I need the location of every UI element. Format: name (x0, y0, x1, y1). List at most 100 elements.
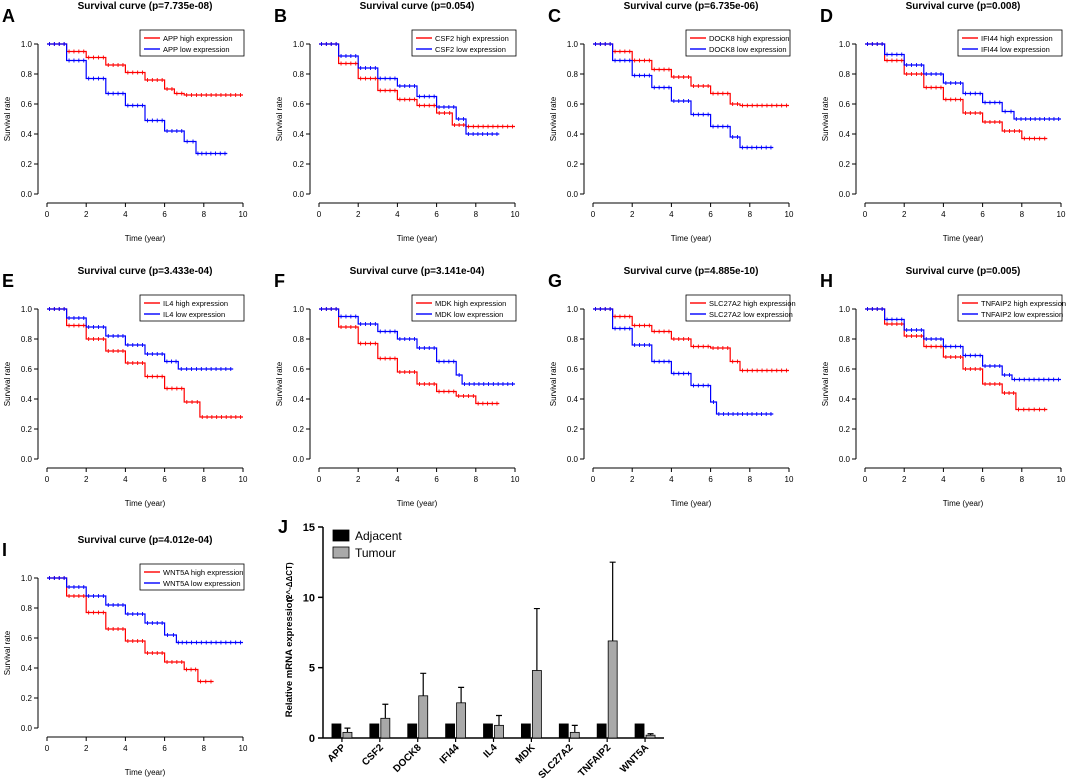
censor-mark (47, 42, 52, 46)
censor-mark (388, 356, 393, 361)
censor-mark (769, 103, 774, 108)
censor-mark (343, 325, 348, 329)
x-tick-label: 6 (162, 744, 167, 753)
censor-mark (422, 94, 427, 99)
bar-adjacent (331, 723, 342, 739)
censor-mark (471, 124, 476, 129)
censor-mark (510, 382, 515, 386)
km-panel-a: A Survival curve (p=7.735e-08) 0.0 0.2 0.4 0.… (2, 1, 248, 243)
censor-mark (427, 103, 432, 108)
censor-mark (52, 42, 57, 46)
censor-mark (1026, 407, 1031, 412)
panel-letter: B (274, 6, 287, 26)
censor-mark (140, 361, 145, 365)
censor-mark (353, 54, 358, 58)
censor-mark (233, 640, 238, 645)
censor-mark (199, 151, 204, 156)
censor-mark (1017, 377, 1022, 382)
censor-mark (368, 341, 373, 346)
censor-mark (432, 382, 437, 386)
censor-mark (784, 368, 789, 373)
legend-box (957, 29, 1063, 57)
error-bar (609, 561, 616, 641)
bar-adjacent (520, 723, 531, 739)
censor-mark (750, 103, 755, 108)
censor-mark (57, 307, 62, 311)
censor-mark (160, 118, 165, 123)
x-tick-label: 8 (474, 210, 479, 219)
censor-mark (953, 355, 958, 359)
censor-mark (160, 374, 165, 379)
censor-mark (348, 61, 353, 66)
censor-mark (329, 307, 334, 311)
x-tick-label: 0 (591, 210, 596, 219)
censor-mark (169, 660, 174, 664)
legend-label: Tumour (355, 546, 396, 560)
legend-label: IFI44 low expression (981, 45, 1050, 54)
censor-mark (774, 368, 779, 373)
x-axis-label: Time (year) (397, 234, 438, 243)
panel-letter: F (274, 271, 285, 291)
censor-mark (204, 367, 209, 371)
censor-mark (875, 42, 880, 46)
y-tick-label: 1.0 (21, 574, 33, 583)
legend-swatch (332, 529, 350, 542)
censor-mark (76, 316, 81, 320)
km-panel-b: B Survival curve (p=0.054) 0.0 0.2 0.4 0.6 0.8… (274, 1, 520, 243)
censor-mark (140, 639, 145, 643)
km-panel-h: H Survival curve (p=0.005) 0.0 0.2 0.4 0.6 0.8… (820, 266, 1066, 508)
censor-mark (165, 660, 170, 664)
censor-mark (135, 612, 140, 616)
censor-mark (889, 317, 894, 322)
censor-mark (180, 640, 185, 645)
bar-panel-j: J 0 5 10 15 Relative mRNA expression(2^-ΔΔCT)… (278, 517, 664, 781)
x-tick-label: 4 (669, 475, 674, 484)
legend-swatch (332, 546, 350, 559)
censor-mark (339, 314, 344, 319)
censor-mark (422, 346, 427, 350)
censor-mark (402, 84, 407, 88)
censor-mark (213, 151, 218, 156)
censor-mark (461, 394, 466, 398)
censor-mark (968, 367, 973, 371)
chart-title: Survival curve (p=3.141e-04) (350, 266, 485, 277)
censor-mark (681, 371, 686, 376)
censor-mark (1047, 117, 1052, 121)
censor-mark (1042, 136, 1047, 141)
bar-adjacent (369, 723, 380, 739)
bar-tumour (418, 695, 429, 739)
censor-mark (987, 382, 992, 386)
legend-label: APP low expression (163, 45, 230, 54)
censor-mark (1032, 407, 1037, 412)
censor-mark (106, 334, 111, 338)
censor-mark (199, 367, 204, 371)
censor-mark (200, 415, 205, 419)
censor-mark (730, 135, 735, 139)
censor-mark (412, 370, 417, 374)
censor-mark (373, 322, 378, 326)
censor-mark (86, 55, 91, 60)
x-tick-label: 0 (317, 475, 322, 484)
x-tick-label: 0 (863, 475, 868, 484)
censor-mark (358, 341, 363, 346)
censor-mark (476, 124, 481, 129)
y-tick-label: 0.0 (839, 455, 851, 464)
censor-mark (218, 367, 223, 371)
censor-mark (155, 352, 160, 356)
censor-mark (67, 58, 72, 63)
censor-mark (666, 85, 671, 90)
x-tick-label: 6 (434, 475, 439, 484)
censor-mark (120, 627, 125, 631)
bar-tumour (456, 702, 467, 739)
censor-mark (627, 314, 632, 319)
censor-mark (169, 359, 174, 364)
censor-mark (666, 359, 671, 364)
censor-mark (894, 52, 899, 57)
censor-mark (919, 334, 924, 338)
y-tick-label: 0.4 (839, 130, 851, 139)
y-tick-label: 0.8 (21, 604, 33, 613)
y-axis-label: Survival rate (821, 361, 830, 406)
censor-mark (632, 58, 637, 63)
censor-mark (184, 367, 189, 371)
censor-mark (754, 145, 759, 150)
